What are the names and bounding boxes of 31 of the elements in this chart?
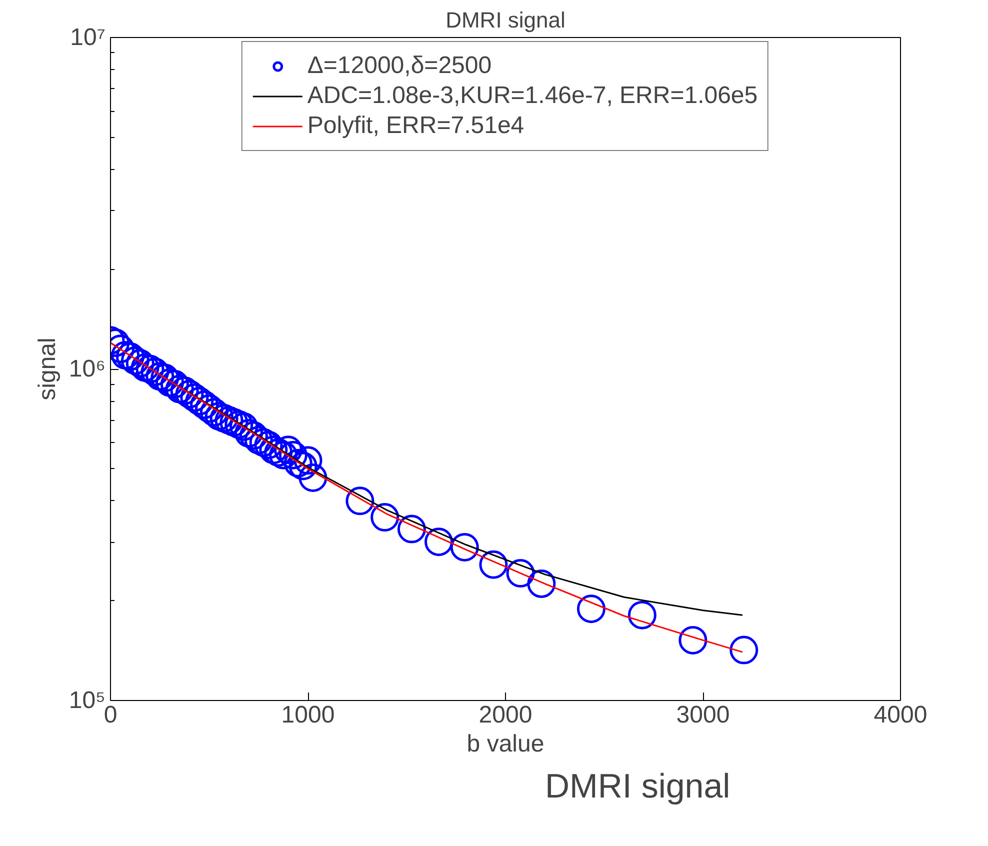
point [424,528,453,556]
x-tick-label: 0 [104,702,118,728]
x-tick-label: 4000 [874,702,928,728]
legend-label: Polyfit, ERR=7.51e4 [307,112,524,140]
point [450,532,479,562]
point [628,600,656,630]
text: DMRI signal [545,768,730,806]
x-tick-label: 3000 [676,702,730,728]
point [278,440,308,470]
point [294,446,322,475]
x-tick-label: 1000 [281,702,335,728]
point [284,448,312,478]
y-axis-title: signal [34,338,61,400]
y-tick-label: 10⁷ [70,24,106,51]
point [346,486,374,516]
x-tick-label: 2000 [478,702,532,728]
point [288,452,318,480]
legend-label: Δ=12000,δ=2500 [307,52,492,80]
point [527,570,556,598]
point [479,550,508,579]
point [576,594,606,624]
chart-title: DMRI signal [446,8,566,32]
point [397,514,426,544]
point [730,636,758,664]
point [370,503,400,532]
y-tick-label: 10⁵ [68,687,106,714]
x-axis-title: b value [466,730,544,758]
y-tick-label: 10⁶ [68,356,106,382]
legend-label: ADC=1.08e-3,KUR=1.46e-7, ERR=1.06e5 [307,82,758,110]
point [506,559,535,588]
point [678,626,708,654]
